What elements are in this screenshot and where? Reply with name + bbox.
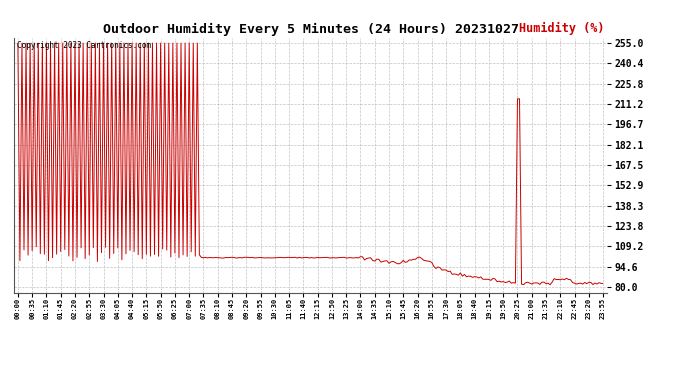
Title: Outdoor Humidity Every 5 Minutes (24 Hours) 20231027: Outdoor Humidity Every 5 Minutes (24 Hou… bbox=[103, 23, 518, 36]
Text: Humidity (%): Humidity (%) bbox=[519, 22, 604, 35]
Text: Copyright 2023 Cartronics.com: Copyright 2023 Cartronics.com bbox=[17, 41, 151, 50]
